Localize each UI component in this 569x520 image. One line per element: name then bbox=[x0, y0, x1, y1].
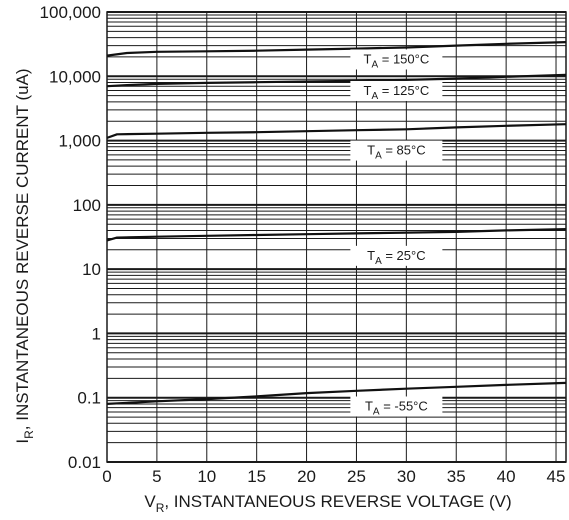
x-axis-label-rest: , INSTANTANEOUS REVERSE VOLTAGE (V) bbox=[164, 492, 511, 511]
y-tick-label: 1,000 bbox=[58, 132, 101, 151]
x-tick-label: 25 bbox=[347, 467, 366, 486]
y-axis-label-sub: R bbox=[22, 430, 36, 439]
series-line-4 bbox=[106, 381, 567, 405]
x-tick-label: 35 bbox=[447, 467, 466, 486]
series-line-2 bbox=[106, 123, 567, 139]
x-tick-labels: 0 5 10 15 20 25 30 35 40 45 bbox=[102, 467, 565, 486]
y-tick-label: 10 bbox=[82, 260, 101, 279]
x-axis-label: VR, INSTANTANEOUS REVERSE VOLTAGE (V) bbox=[144, 492, 511, 515]
plot-grid bbox=[106, 11, 567, 463]
x-tick-label: 5 bbox=[152, 467, 161, 486]
series-label-text: TA = -55°C bbox=[365, 398, 428, 417]
x-tick-label: 30 bbox=[397, 467, 416, 486]
y-tick-label: 100,000 bbox=[40, 3, 101, 22]
y-tick-label: 10,000 bbox=[49, 67, 101, 86]
series-lines bbox=[106, 41, 567, 405]
y-tick-label: 1 bbox=[92, 324, 101, 343]
series-label-bg bbox=[350, 140, 443, 161]
y-axis-label-rest: , INSTANTANEOUS REVERSE CURRENT (uA) bbox=[13, 68, 32, 430]
y-tick-label: 0.01 bbox=[68, 453, 101, 472]
series-line-3 bbox=[106, 228, 567, 242]
series-label-bg bbox=[350, 245, 443, 266]
y-tick-labels: 100,000 10,000 1,000 100 10 1 0.1 0.01 bbox=[40, 3, 101, 472]
series-line-0 bbox=[106, 41, 567, 57]
series-label-3: TA = 25°C bbox=[350, 245, 443, 267]
series-label-text: TA = 125°C bbox=[364, 83, 430, 102]
series-label-2: TA = 85°C bbox=[350, 140, 443, 162]
series-label-bg bbox=[350, 396, 443, 417]
series-line-1 bbox=[106, 73, 567, 88]
series-label-text: TA = 85°C bbox=[367, 143, 426, 162]
x-axis-label-main: V bbox=[144, 492, 156, 511]
x-tick-label: 40 bbox=[497, 467, 516, 486]
series-label-0: TA = 150°C bbox=[350, 49, 443, 70]
plot-frame bbox=[106, 11, 567, 463]
y-tick-label: 0.1 bbox=[77, 389, 101, 408]
x-tick-label: 15 bbox=[247, 467, 266, 486]
x-tick-label: 0 bbox=[102, 467, 111, 486]
series-label-text: TA = 150°C bbox=[364, 51, 430, 70]
x-tick-label: 10 bbox=[197, 467, 216, 486]
series-label-text: TA = 25°C bbox=[367, 248, 426, 267]
series-labels: TA = 150°C TA = 125°C TA = 85°C TA = 25°C TA… bbox=[350, 49, 443, 417]
series-label-4: TA = -55°C bbox=[350, 396, 443, 417]
series-label-bg bbox=[350, 49, 443, 70]
y-tick-label: 100 bbox=[73, 196, 101, 215]
x-axis-label-sub: R bbox=[156, 501, 165, 515]
series-label-1: TA = 125°C bbox=[350, 80, 443, 102]
y-axis-label: IR, INSTANTANEOUS REVERSE CURRENT (uA) bbox=[13, 68, 36, 443]
series-label-bg bbox=[350, 80, 443, 101]
x-tick-label: 20 bbox=[297, 467, 316, 486]
y-axis-label-main: I bbox=[13, 439, 32, 444]
x-tick-label: 45 bbox=[547, 467, 566, 486]
